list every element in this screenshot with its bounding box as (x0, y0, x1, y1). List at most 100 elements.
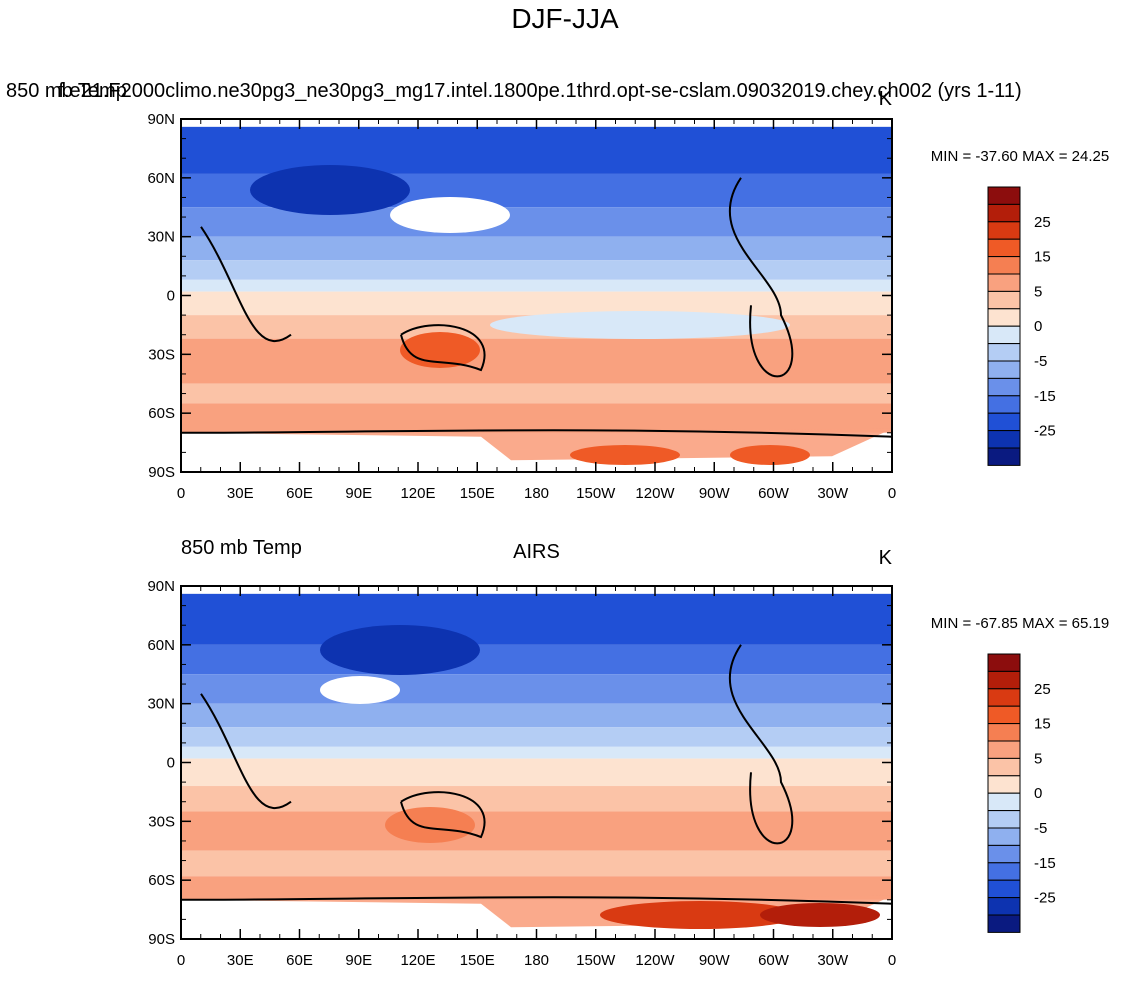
colorbar-box (987, 273, 1021, 292)
lon-label: 150W (576, 485, 616, 502)
colorbar-box (987, 221, 1021, 240)
field-patch (320, 676, 400, 704)
colorbar-box (987, 430, 1021, 449)
center-string: AIRS (513, 541, 560, 563)
field-band (181, 236, 892, 261)
lon-label: 120E (400, 952, 435, 969)
field-band (181, 207, 892, 237)
field-patch (385, 807, 475, 843)
colorbar-label: -25 (1034, 890, 1056, 907)
colorbar-label: -5 (1034, 820, 1047, 837)
field-patch (730, 445, 810, 465)
colorbar-box (987, 827, 1021, 846)
field-band (181, 593, 892, 645)
lat-label: 60N (147, 170, 175, 187)
colorbar-box (987, 705, 1021, 725)
figure-title: DJF-JJA (511, 3, 619, 34)
lon-label: 120W (635, 952, 675, 969)
lat-label: 60S (148, 872, 175, 889)
lon-label: 30W (817, 485, 849, 502)
field-patch (390, 197, 510, 233)
field-patch (600, 901, 800, 929)
colorbar-box (987, 360, 1021, 379)
colorbar-label: 0 (1034, 318, 1042, 335)
right-string: K (879, 547, 893, 569)
colorbar-label: 0 (1034, 785, 1042, 802)
colorbar-box (987, 914, 1021, 933)
field-patch (320, 625, 480, 675)
lat-label: 0 (167, 288, 175, 305)
left-string: 850 mb Temp (181, 537, 302, 559)
lon-label: 60W (758, 485, 790, 502)
lon-label: 90E (345, 485, 372, 502)
colorbar-box (987, 879, 1021, 899)
colorbar-label: 25 (1034, 214, 1051, 231)
field-patch (570, 445, 680, 465)
colorbar-box (987, 792, 1021, 812)
field-band (181, 811, 892, 851)
lon-label: 0 (177, 485, 185, 502)
colorbar-box (987, 844, 1021, 864)
field-band (181, 674, 892, 704)
lat-label: 90N (147, 111, 175, 128)
colorbar-box (987, 395, 1021, 414)
colorbar-label: -15 (1034, 388, 1056, 405)
lat-label: 30S (148, 813, 175, 830)
lat-label: 90S (148, 931, 175, 948)
lon-label: 0 (888, 952, 896, 969)
lat-label: 90S (148, 464, 175, 481)
colorbar-box (987, 290, 1021, 310)
lon-label: 30E (227, 952, 254, 969)
colorbar-label: -5 (1034, 353, 1047, 370)
field-band (181, 403, 892, 433)
colorbar-box (987, 757, 1021, 777)
colorbar-box (987, 810, 1021, 829)
field-band (181, 746, 892, 759)
lon-label: 150E (460, 952, 495, 969)
colorbar-box (987, 343, 1021, 362)
field-band (181, 703, 892, 728)
colorbar-box (987, 412, 1021, 432)
center-string: f.e21.F2000climo.ne30pg3_ne30pg3_mg17.in… (58, 80, 1021, 102)
colorbar-box (987, 238, 1021, 258)
field-band (181, 850, 892, 877)
lon-label: 0 (177, 952, 185, 969)
colorbar-box (987, 897, 1021, 916)
field-patch (760, 903, 880, 927)
colorbar-box (987, 308, 1021, 327)
colorbar-box (987, 377, 1021, 397)
colorbar-label: 5 (1034, 283, 1042, 300)
lon-label: 30E (227, 485, 254, 502)
colorbar-box (987, 740, 1021, 759)
field-band (181, 126, 892, 174)
min-max: MIN = -37.60 MAX = 24.25 (931, 148, 1109, 165)
colorbar-label: 15 (1034, 249, 1051, 266)
lon-label: 30W (817, 952, 849, 969)
lat-label: 60N (147, 637, 175, 654)
field-band (181, 338, 892, 384)
field-band (181, 291, 892, 316)
lat-label: 30S (148, 346, 175, 363)
lon-label: 90W (699, 952, 731, 969)
colorbar-label: 5 (1034, 750, 1042, 767)
colorbar-box (987, 775, 1021, 794)
field-band (181, 383, 892, 404)
field-patch (250, 165, 410, 215)
colorbar-box (987, 203, 1021, 223)
colorbar-box (987, 256, 1021, 275)
colorbar-box (987, 723, 1021, 742)
lon-label: 180 (524, 485, 549, 502)
coastline (180, 177, 893, 438)
colorbar-label: 25 (1034, 681, 1051, 698)
field-patch (490, 311, 790, 339)
lon-label: 60W (758, 952, 790, 969)
lon-label: 150W (576, 952, 616, 969)
colorbar-box (987, 447, 1021, 466)
colorbar-label: 15 (1034, 716, 1051, 733)
lon-label: 120E (400, 485, 435, 502)
lat-label: 60S (148, 405, 175, 422)
field-band (181, 758, 892, 787)
field-band (181, 279, 892, 292)
